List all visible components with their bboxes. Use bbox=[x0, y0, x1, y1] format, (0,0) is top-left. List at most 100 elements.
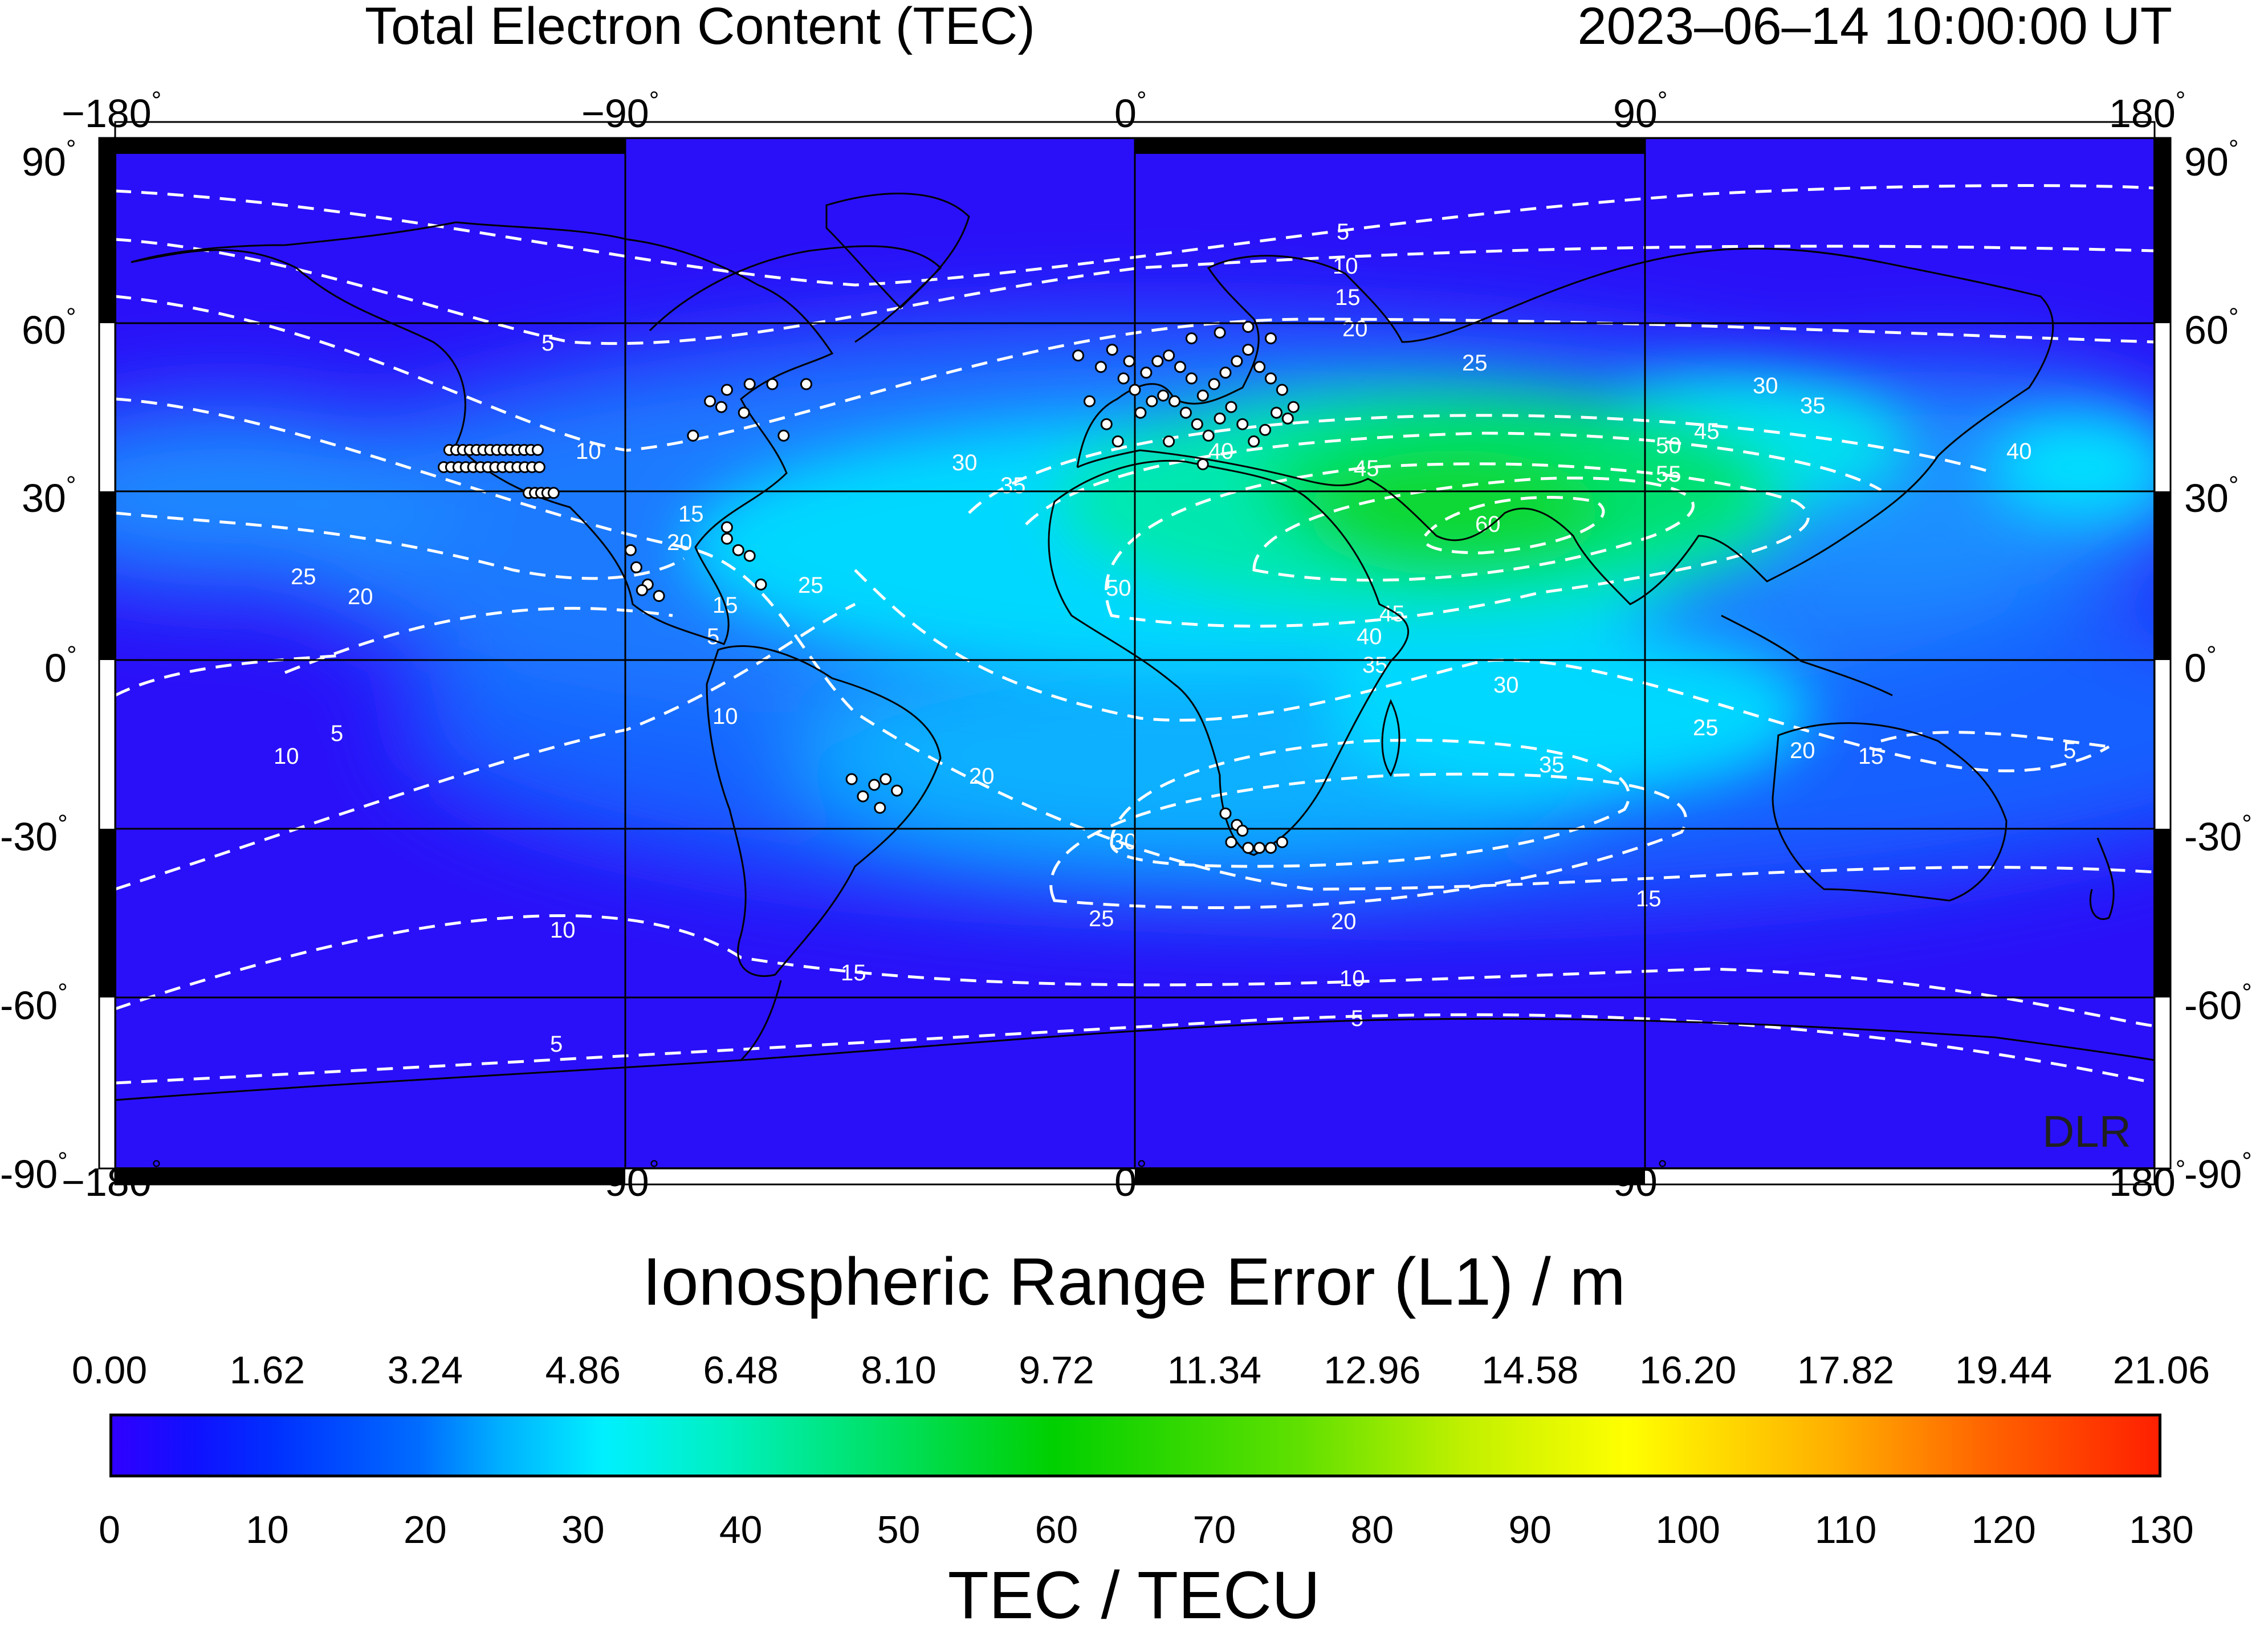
gnss-station bbox=[1225, 836, 1237, 848]
contour-label: 20 bbox=[969, 764, 995, 789]
lon-label-top: 90° bbox=[1613, 87, 1668, 136]
gnss-station bbox=[1236, 824, 1249, 837]
range-error-tick: 11.34 bbox=[1167, 1349, 1262, 1392]
range-error-tick: 8.10 bbox=[861, 1349, 936, 1392]
contour-label: 5 bbox=[331, 721, 343, 746]
tec-colorbar bbox=[109, 1414, 2161, 1477]
range-error-tick: 6.48 bbox=[703, 1349, 779, 1392]
gnss-station bbox=[1219, 807, 1232, 820]
lon-label-bottom: 180° bbox=[2109, 1155, 2186, 1204]
gnss-station bbox=[1146, 395, 1158, 408]
contour-label: 25 bbox=[1089, 906, 1114, 931]
tec-map: 5 10 15 20 25 30 35 40 45 50 55 60 5 10 … bbox=[0, 87, 2252, 1204]
gnss-station bbox=[1185, 372, 1198, 385]
contour-label: 15 bbox=[841, 960, 866, 985]
lon-label-top: −180° bbox=[62, 87, 162, 136]
lat-label-left: -90° bbox=[0, 1147, 68, 1196]
tecu-tick: 70 bbox=[1192, 1508, 1236, 1551]
range-error-tick: 12.96 bbox=[1324, 1349, 1421, 1392]
contour-label: 35 bbox=[1539, 752, 1565, 777]
gnss-station bbox=[1265, 842, 1277, 854]
lat-label-left: 60° bbox=[22, 303, 76, 352]
gnss-station bbox=[1140, 366, 1153, 379]
gnss-station bbox=[1242, 344, 1255, 356]
contour-label: 15 bbox=[1335, 285, 1361, 310]
contour-label: 5 bbox=[1351, 1006, 1363, 1031]
contour-label: 50 bbox=[1106, 576, 1131, 601]
map-frame bbox=[98, 121, 2172, 1186]
contour-label: 30 bbox=[1111, 829, 1137, 854]
contour-label: 15 bbox=[678, 502, 704, 527]
lat-label-right: -90° bbox=[2184, 1147, 2252, 1196]
range-error-tick: 0.00 bbox=[71, 1349, 148, 1392]
range-error-tick: 4.86 bbox=[545, 1349, 621, 1392]
lat-label-right: -60° bbox=[2184, 979, 2252, 1028]
gnss-station bbox=[1196, 389, 1209, 402]
gnss-station bbox=[715, 401, 727, 413]
gnss-station bbox=[1196, 458, 1209, 470]
lon-label-top: 180° bbox=[2109, 87, 2186, 136]
gnss-station bbox=[1242, 321, 1255, 333]
gnss-station bbox=[1281, 412, 1294, 425]
gnss-station bbox=[1231, 355, 1243, 368]
gnss-station bbox=[1265, 332, 1277, 345]
gnss-station bbox=[1248, 435, 1260, 447]
lat-label-left: -30° bbox=[0, 810, 68, 859]
lat-label-left: 90° bbox=[22, 135, 76, 184]
gnss-station bbox=[1242, 842, 1255, 854]
contour-label: 55 bbox=[1656, 462, 1681, 487]
contour-label: 45 bbox=[1354, 456, 1379, 481]
gnss-station bbox=[687, 429, 699, 442]
tecu-tick: 90 bbox=[1508, 1508, 1552, 1551]
gnss-station bbox=[704, 395, 716, 408]
lon-label-bottom: −90° bbox=[581, 1155, 659, 1204]
gnss-station bbox=[720, 521, 733, 534]
gnss-station bbox=[720, 532, 733, 545]
lat-label-right: -30° bbox=[2184, 810, 2252, 859]
contour-label: 10 bbox=[274, 744, 299, 769]
gnss-station bbox=[1106, 344, 1118, 356]
contour-labels: 5 10 15 20 25 30 35 40 45 50 55 60 5 10 … bbox=[274, 219, 2076, 1057]
gnss-station bbox=[766, 378, 779, 390]
gnss-station bbox=[720, 384, 733, 396]
lon-label-bottom: 90° bbox=[1613, 1155, 1668, 1204]
contour-label: 10 bbox=[550, 918, 576, 943]
contour-label: 20 bbox=[1342, 316, 1368, 341]
gnss-station bbox=[1163, 435, 1175, 447]
gnss-station bbox=[1276, 384, 1288, 396]
gnss-station bbox=[1208, 378, 1220, 390]
gnss-station bbox=[1111, 435, 1124, 447]
gnss-station bbox=[1214, 412, 1226, 425]
gnss-station bbox=[845, 773, 858, 785]
lat-label-right: 90° bbox=[2184, 135, 2239, 184]
gnss-station bbox=[1174, 361, 1186, 373]
gnss-station bbox=[653, 590, 665, 602]
range-error-tick: 17.82 bbox=[1797, 1349, 1895, 1392]
contour-label: 25 bbox=[1462, 351, 1488, 376]
tecu-tick: 30 bbox=[561, 1508, 605, 1551]
lat-label-left: 30° bbox=[22, 471, 76, 520]
gnss-station bbox=[531, 443, 544, 456]
chart-title: Total Electron Content (TEC) bbox=[365, 0, 1036, 55]
contour-label: 10 bbox=[1339, 966, 1365, 991]
gnss-station bbox=[1214, 327, 1226, 339]
graticule bbox=[115, 138, 2155, 1168]
lon-label-top: −90° bbox=[581, 87, 659, 136]
contour-label: 35 bbox=[1000, 473, 1026, 498]
gnss-station bbox=[868, 779, 881, 791]
gnss-station bbox=[1236, 418, 1249, 430]
lat-label-left: -60° bbox=[0, 979, 68, 1028]
range-error-tick: 3.24 bbox=[387, 1349, 463, 1392]
contour-label: 15 bbox=[1858, 744, 1884, 769]
gnss-station bbox=[874, 801, 886, 814]
gnss-station bbox=[1276, 836, 1288, 848]
gnss-station bbox=[1117, 372, 1130, 385]
contour-label: 15 bbox=[1636, 886, 1662, 911]
range-error-tick: 1.62 bbox=[229, 1349, 306, 1392]
contour-label: 5 bbox=[2063, 738, 2076, 763]
gnss-station bbox=[1100, 418, 1113, 430]
contour-label: 40 bbox=[1357, 624, 1382, 649]
tecu-tick: 40 bbox=[719, 1508, 763, 1551]
contour-label: 40 bbox=[2006, 439, 2032, 464]
tecu-tick: 60 bbox=[1035, 1508, 1078, 1551]
